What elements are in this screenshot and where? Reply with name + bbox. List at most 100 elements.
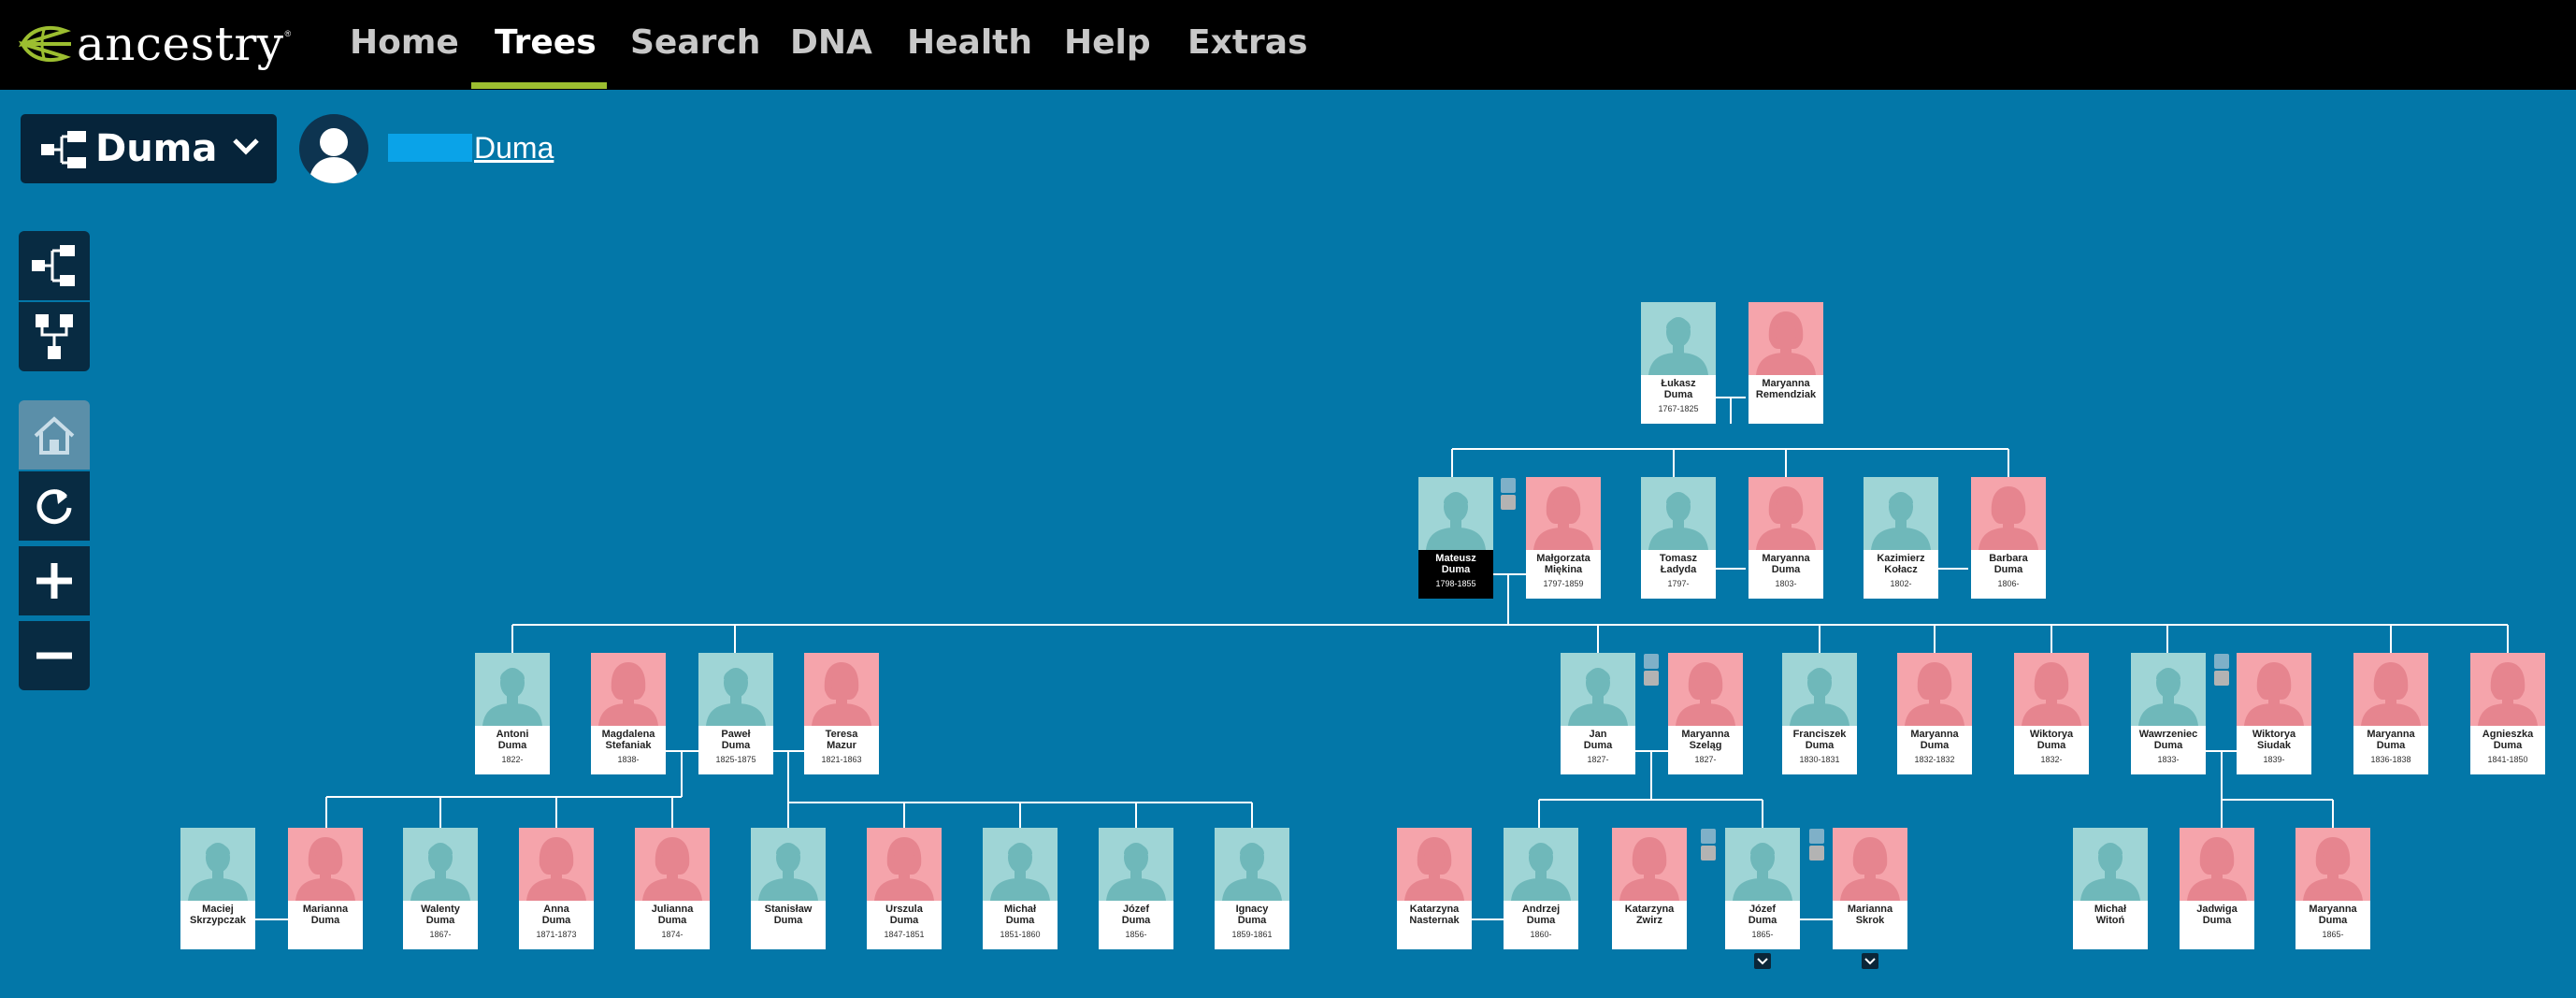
person-card-anna-duma[interactable]: Anna Duma 1871-1873 [519,828,594,949]
chevron-down-icon [233,138,259,155]
person-card-maryanna-duma-4[interactable]: Maryanna Duma 1865- [2295,828,2370,949]
person-card-michal-duma[interactable]: Michał Duma 1851-1860 [983,828,1058,949]
zoom-in-button[interactable] [19,546,90,615]
person-card-agnieszka-duma[interactable]: Agnieszka Duma 1841-1850 [2470,653,2545,774]
person-card-franciszek-duma[interactable]: Franciszek Duma 1830-1831 [1782,653,1857,774]
male-silhouette-icon [990,843,1050,901]
male-silhouette-icon [2080,843,2140,901]
home-person-name[interactable]: Duma [388,129,554,166]
nav-dna[interactable]: DNA [790,23,872,62]
pedigree-view-button[interactable] [19,231,90,300]
zoom-out-button[interactable] [19,621,90,690]
person-card-mateusz-duma[interactable]: Mateusz Duma 1798-1855 [1418,477,1493,599]
person-card-teresa-mazur[interactable]: Teresa Mazur 1821-1863 [804,653,879,774]
tree-name: Duma [95,127,218,170]
spouse-indicator-female[interactable] [2214,671,2229,686]
person-card-walenty-duma[interactable]: Walenty Duma 1867- [403,828,478,949]
person-card-wiktorya-duma[interactable]: Wiktorya Duma 1832- [2014,653,2089,774]
female-silhouette-icon [2022,662,2081,726]
person-card-maryanna-duma-2[interactable]: Maryanna Duma 1832-1832 [1897,653,1972,774]
male-silhouette-icon [1733,843,1792,901]
expand-descendants-button[interactable] [1862,953,1878,969]
person-card-jozef-duma-2[interactable]: Józef Duma 1865- [1725,828,1800,949]
male-silhouette-icon [1648,492,1708,550]
nav-extras[interactable]: Extras [1187,23,1308,62]
person-card-malgorzata-miekina[interactable]: Małgorzata Miękina 1797-1859 [1526,477,1601,599]
home-person-button[interactable] [19,400,90,470]
person-card-tomasz-ladyda[interactable]: Tomasz Ładyda 1797- [1641,477,1716,599]
nav-search[interactable]: Search [630,23,761,62]
female-silhouette-icon [2303,837,2363,901]
person-card-katarzyna-nasternak[interactable]: Katarzyna Nasternak [1397,828,1472,949]
male-silhouette-icon [1106,843,1166,901]
person-card-julianna-duma[interactable]: Julianna Duma 1874- [635,828,710,949]
home-person-link[interactable]: Duma [474,130,554,165]
person-card-wawrzeniec-duma[interactable]: Wawrzeniec Duma 1833- [2131,653,2206,774]
person-card-michal-witon[interactable]: Michał Witoń [2073,828,2148,949]
family-view-button[interactable] [19,302,90,371]
tree-selector-button[interactable]: Duma [21,114,277,183]
female-silhouette-icon [295,837,355,901]
person-card-maryanna-remendziak[interactable]: Maryanna Remendziak [1749,302,1823,424]
person-card-jan-duma[interactable]: Jan Duma 1827- [1561,653,1635,774]
person-card-andrzej-duma[interactable]: Andrzej Duma 1860- [1504,828,1578,949]
home-icon [34,416,75,455]
spouse-indicator-female[interactable] [1809,846,1824,861]
person-card-lukasz-duma[interactable]: Łukasz Duma 1767-1825 [1641,302,1716,424]
nav-health[interactable]: Health [907,23,1033,62]
avatar-silhouette-icon [309,128,359,183]
person-card-maryanna-duma-3[interactable]: Maryanna Duma 1836-1838 [2353,653,2428,774]
nav-help[interactable]: Help [1064,23,1151,62]
person-card-maciej-skrzypczak[interactable]: Maciej Skrzypczak [180,828,255,949]
expand-descendants-button[interactable] [1754,953,1771,969]
female-silhouette-icon [1979,486,2038,550]
person-card-marianna-skrok[interactable]: Marianna Skrok [1833,828,1907,949]
person-card-kazimierz-kolacz[interactable]: Kazimierz Kołacz 1802- [1864,477,1938,599]
female-silhouette-icon [874,837,934,901]
nav-trees[interactable]: Trees [495,23,597,62]
female-silhouette-icon [2187,837,2247,901]
female-silhouette-icon [1619,837,1679,901]
person-card-urszula-duma[interactable]: Urszula Duma 1847-1851 [867,828,942,949]
person-card-maryanna-szelag[interactable]: Maryanna Szeląg 1827- [1668,653,1743,774]
person-card-wiktorya-siudak[interactable]: Wiktorya Siudak 1839- [2237,653,2311,774]
person-card-jadwiga-duma[interactable]: Jadwiga Duma [2180,828,2254,949]
active-tab-indicator [471,82,607,89]
minus-icon [36,652,72,659]
person-card-stanislaw-duma[interactable]: Stanisław Duma [751,828,826,949]
spouse-indicator-female[interactable] [1644,671,1659,686]
person-card-pawel-duma[interactable]: Paweł Duma 1825-1875 [698,653,773,774]
spouse-indicator-male[interactable] [2214,654,2229,669]
female-silhouette-icon [812,662,871,726]
home-person-avatar[interactable] [299,114,368,183]
spouse-indicator-male[interactable] [1809,829,1824,844]
person-card-jozef-duma[interactable]: Józef Duma 1856- [1099,828,1173,949]
spouse-indicator-female[interactable] [1501,495,1516,510]
female-silhouette-icon [598,662,658,726]
nav-home[interactable]: Home [350,23,459,62]
female-silhouette-icon [1533,486,1593,550]
spouse-indicator-female[interactable] [1701,846,1716,861]
male-silhouette-icon [1426,492,1486,550]
family-view-icon [36,314,73,359]
male-silhouette-icon [1511,843,1571,901]
person-card-ignacy-duma[interactable]: Ignacy Duma 1859-1861 [1215,828,1289,949]
redacted-first-name [388,134,472,162]
person-card-katarzyna-zwirz[interactable]: Katarzyna Zwirz [1612,828,1687,949]
logo-trademark: ® [284,29,292,38]
person-card-maryanna-duma[interactable]: Maryanna Duma 1803- [1749,477,1823,599]
person-card-barbara-duma[interactable]: Barbara Duma 1806- [1971,477,2046,599]
person-card-magdalena-stefaniak[interactable]: Magdalena Stefaniak 1838- [591,653,666,774]
reset-view-button[interactable] [19,471,90,541]
female-silhouette-icon [1756,311,1816,375]
spouse-indicator-male[interactable] [1644,654,1659,669]
chevron-down-icon [1757,958,1768,965]
male-silhouette-icon [2138,668,2198,726]
person-card-marianna-duma[interactable]: Marianna Duma [288,828,363,949]
spouse-indicator-male[interactable] [1701,829,1716,844]
person-card-antoni-duma[interactable]: Antoni Duma 1822- [475,653,550,774]
spouse-indicator-male[interactable] [1501,478,1516,493]
ancestry-logo[interactable]: ancestry ® [19,11,291,77]
male-silhouette-icon [1790,668,1849,726]
